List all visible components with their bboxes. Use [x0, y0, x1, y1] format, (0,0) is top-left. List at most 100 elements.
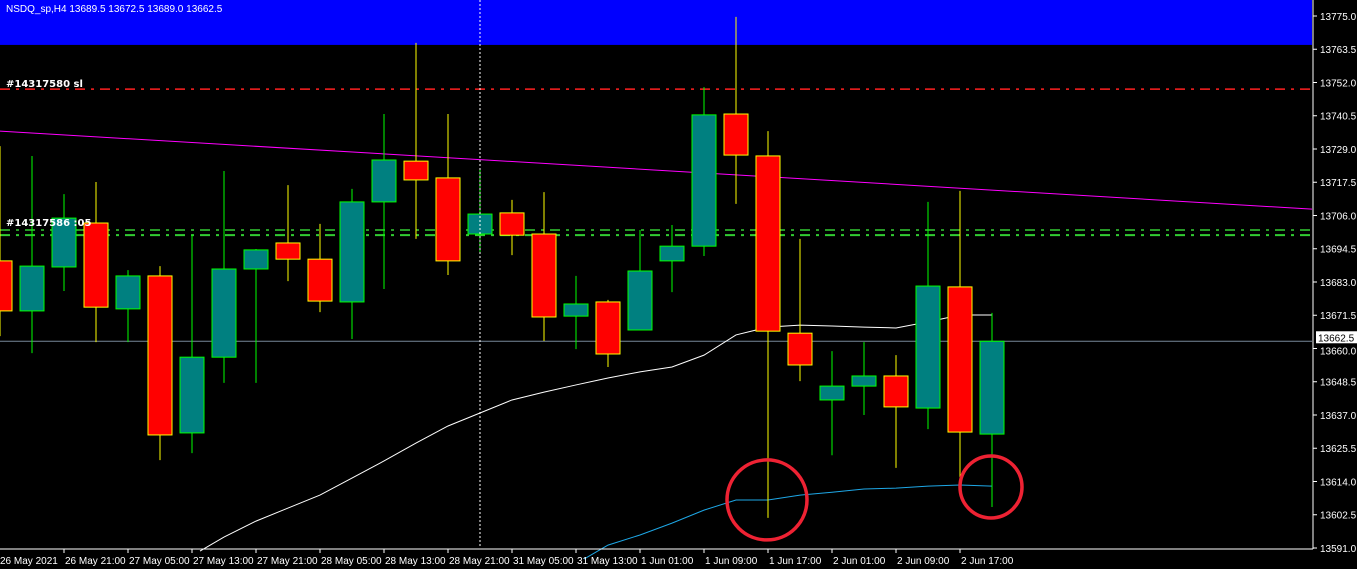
highlight-circles [725, 454, 1024, 542]
time-tick-label: 27 May 21:00 [257, 556, 318, 567]
top-band-rectangle [0, 0, 1312, 45]
candle-body [851, 375, 877, 387]
candle[interactable] [691, 87, 717, 256]
time-axis: 26 May 2021 26 May 21:00 27 May 05:00 27 Ma… [0, 549, 1014, 567]
price-tick-label: 13625.5 [1320, 444, 1357, 455]
candle-body [787, 332, 813, 366]
moving-average-line-0 [199, 314, 992, 552]
price-axis: 13775.0 13763.5 13752.0 13740.5 13729.0 13717… [1313, 12, 1357, 555]
time-tick-label: 31 May 13:00 [577, 556, 638, 567]
candle-body [883, 375, 909, 408]
svg-text:13662.5: 13662.5 [1318, 333, 1355, 344]
candle-body [755, 155, 781, 332]
candles [0, 16, 1005, 518]
time-tick-label: 1 Jun 17:00 [769, 556, 822, 567]
candle[interactable] [883, 355, 909, 468]
candle[interactable] [787, 238, 813, 382]
candle-body [595, 301, 621, 355]
candle[interactable] [915, 201, 941, 430]
candle-body [499, 212, 525, 236]
candle[interactable] [531, 192, 557, 341]
candle[interactable] [275, 185, 301, 282]
time-tick-label: 31 May 05:00 [513, 556, 574, 567]
candle[interactable] [563, 275, 589, 350]
time-tick-label: 26 May 21:00 [65, 556, 126, 567]
candle[interactable] [595, 299, 621, 368]
current-price-label: 13662.5 [1316, 331, 1357, 344]
time-tick-label: 28 May 21:00 [449, 556, 510, 567]
candle[interactable] [147, 266, 173, 461]
price-tick-label: 13683.0 [1320, 278, 1357, 289]
candle-body [531, 233, 557, 318]
candle[interactable] [819, 351, 845, 456]
price-tick-label: 13602.5 [1320, 511, 1357, 522]
candle-body [723, 113, 749, 156]
order-label-sl: #14317580 sl [6, 79, 83, 90]
candle[interactable] [339, 188, 365, 339]
candle[interactable] [947, 190, 973, 478]
candle-body [243, 249, 269, 270]
candle-body [819, 385, 845, 401]
candle-body [179, 356, 205, 434]
price-tick-label: 13648.5 [1320, 378, 1357, 389]
chart-title: NSDQ_sp,H4 13689.5 13672.5 13689.0 13662… [6, 4, 223, 15]
candle-body [979, 340, 1005, 435]
price-tick-label: 13717.5 [1320, 178, 1357, 189]
price-tick-label: 13775.0 [1320, 12, 1357, 23]
highlight-circle [958, 454, 1024, 520]
candle-body [19, 265, 45, 312]
time-tick-label: 1 Jun 09:00 [705, 556, 758, 567]
candle[interactable] [115, 270, 141, 343]
candle[interactable] [659, 225, 685, 293]
candle-body [307, 258, 333, 302]
candle-body [915, 285, 941, 409]
trendline[interactable] [0, 130, 1313, 210]
candle-body [339, 201, 365, 303]
price-tick-label: 13706.0 [1320, 211, 1357, 222]
candle[interactable] [723, 16, 749, 204]
time-tick-label: 2 Jun 09:00 [897, 556, 950, 567]
candle[interactable] [19, 155, 45, 354]
candle-body [51, 217, 77, 268]
candle[interactable] [83, 181, 109, 343]
candle[interactable] [243, 249, 269, 383]
price-tick-label: 13660.0 [1320, 346, 1357, 357]
time-tick-label: 26 May 2021 [0, 556, 58, 567]
candle[interactable] [371, 114, 397, 289]
candle[interactable] [403, 42, 429, 239]
candle[interactable] [211, 170, 237, 383]
order-label-entry: #14317586 :05 [6, 218, 91, 229]
price-tick-label: 13591.0 [1320, 544, 1357, 555]
price-tick-label: 13752.0 [1320, 78, 1357, 89]
candle[interactable] [755, 131, 781, 518]
moving-averages [199, 314, 993, 560]
highlight-circle [725, 458, 809, 542]
candle-body [275, 242, 301, 260]
candle-body [147, 275, 173, 436]
candle[interactable] [435, 114, 461, 276]
time-tick-label: 27 May 13:00 [193, 556, 254, 567]
candle-body [691, 114, 717, 247]
candle[interactable] [979, 312, 1005, 507]
horizontal-lines [0, 88, 1312, 342]
candle[interactable] [179, 235, 205, 454]
candle-body [947, 286, 973, 433]
moving-average-line-1 [583, 484, 993, 560]
candle[interactable] [307, 223, 333, 313]
candle-body [0, 260, 13, 312]
candle-body [83, 222, 109, 308]
candle[interactable] [627, 229, 653, 331]
price-tick-label: 13637.0 [1320, 411, 1357, 422]
candle[interactable] [51, 194, 77, 291]
price-tick-label: 13671.5 [1320, 311, 1357, 322]
time-tick-label: 27 May 05:00 [129, 556, 190, 567]
candle-body [371, 159, 397, 203]
candle[interactable] [499, 199, 525, 256]
time-tick-label: 2 Jun 17:00 [961, 556, 1014, 567]
time-tick-label: 28 May 13:00 [385, 556, 446, 567]
price-tick-label: 13729.0 [1320, 145, 1357, 156]
price-tick-label: 13763.5 [1320, 45, 1357, 56]
candle[interactable] [851, 342, 877, 415]
candle[interactable] [0, 146, 13, 337]
